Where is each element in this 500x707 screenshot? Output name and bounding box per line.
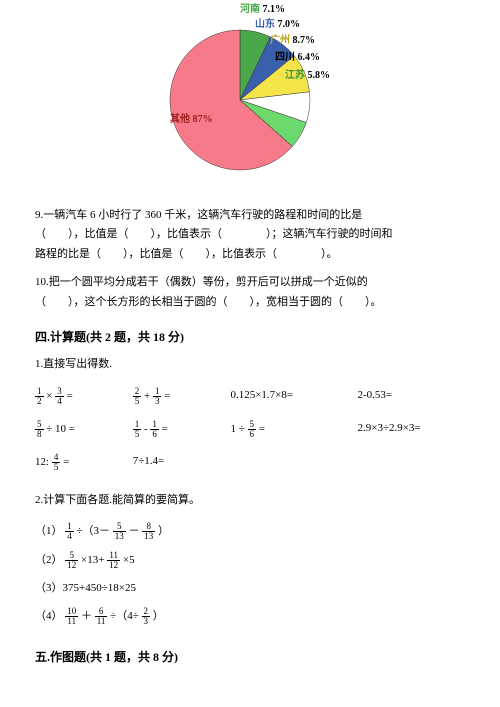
section-4-q1: 1.直接写出得数. <box>35 356 465 373</box>
calc-cell: 12: 45 = <box>35 453 133 472</box>
pie-svg <box>140 0 360 180</box>
pie-label-henan: 河南 7.1% <box>240 2 285 17</box>
list-item-1: （1） 14 ÷（3－ 513 － 813 ） <box>35 522 465 541</box>
pie-chart: 河南 7.1% 山东 7.0% 广州 8.7% 四川 6.4% 江苏 5.8% … <box>140 0 360 186</box>
calc-cell: 2.9×3÷2.9×3= <box>357 420 465 439</box>
pie-label-guangzhou: 广州 8.7% <box>270 33 315 48</box>
list-item-2: （2） 512 ×13+ 1112 ×5 <box>35 551 465 570</box>
calc-cell: 15 - 16 = <box>133 420 231 439</box>
calc-cell: 7÷1.4= <box>133 453 231 472</box>
calc-cell: 2-0.53= <box>357 387 465 406</box>
calc-cell <box>357 453 465 472</box>
calc-grid: 12 × 34 =25 + 13 =0.125×1.7×8=2-0.53= 58 … <box>35 387 465 472</box>
calc-cell: 25 + 13 = <box>133 387 231 406</box>
section-4-q2: 2.计算下面各题.能简算的要简算。 <box>35 492 465 509</box>
question-10: 10.把一个圆平均分成若干（偶数）等份，剪开后可以拼成一个近似的 （ ），这个长… <box>35 273 465 313</box>
calc-cell: 12 × 34 = <box>35 387 133 406</box>
list-item-4: （4） 1011 ＋ 611 ÷（4÷ 23 ） <box>35 607 465 626</box>
pie-label-jiangsu: 江苏 5.8% <box>285 68 330 83</box>
calc-cell: 0.125×1.7×8= <box>230 387 357 406</box>
calc-cell <box>230 453 357 472</box>
pie-label-sichuan: 四川 6.4% <box>275 50 320 65</box>
section-5-title: 五.作图题(共 1 题，共 8 分) <box>35 648 465 666</box>
calc-cell: 58 ÷ 10 = <box>35 420 133 439</box>
calc-cell: 1 ÷ 56 = <box>230 420 357 439</box>
question-9: 9.一辆汽车 6 小时行了 360 千米，这辆汽车行驶的路程和时间的比是 （ ）… <box>35 206 465 265</box>
section-4-title: 四.计算题(共 2 题，共 18 分) <box>35 328 465 346</box>
list-item-3: （3）375+450÷18×25 <box>35 580 465 597</box>
pie-label-other: 其他 87% <box>170 112 213 127</box>
pie-label-shandong: 山东 7.0% <box>255 17 300 32</box>
